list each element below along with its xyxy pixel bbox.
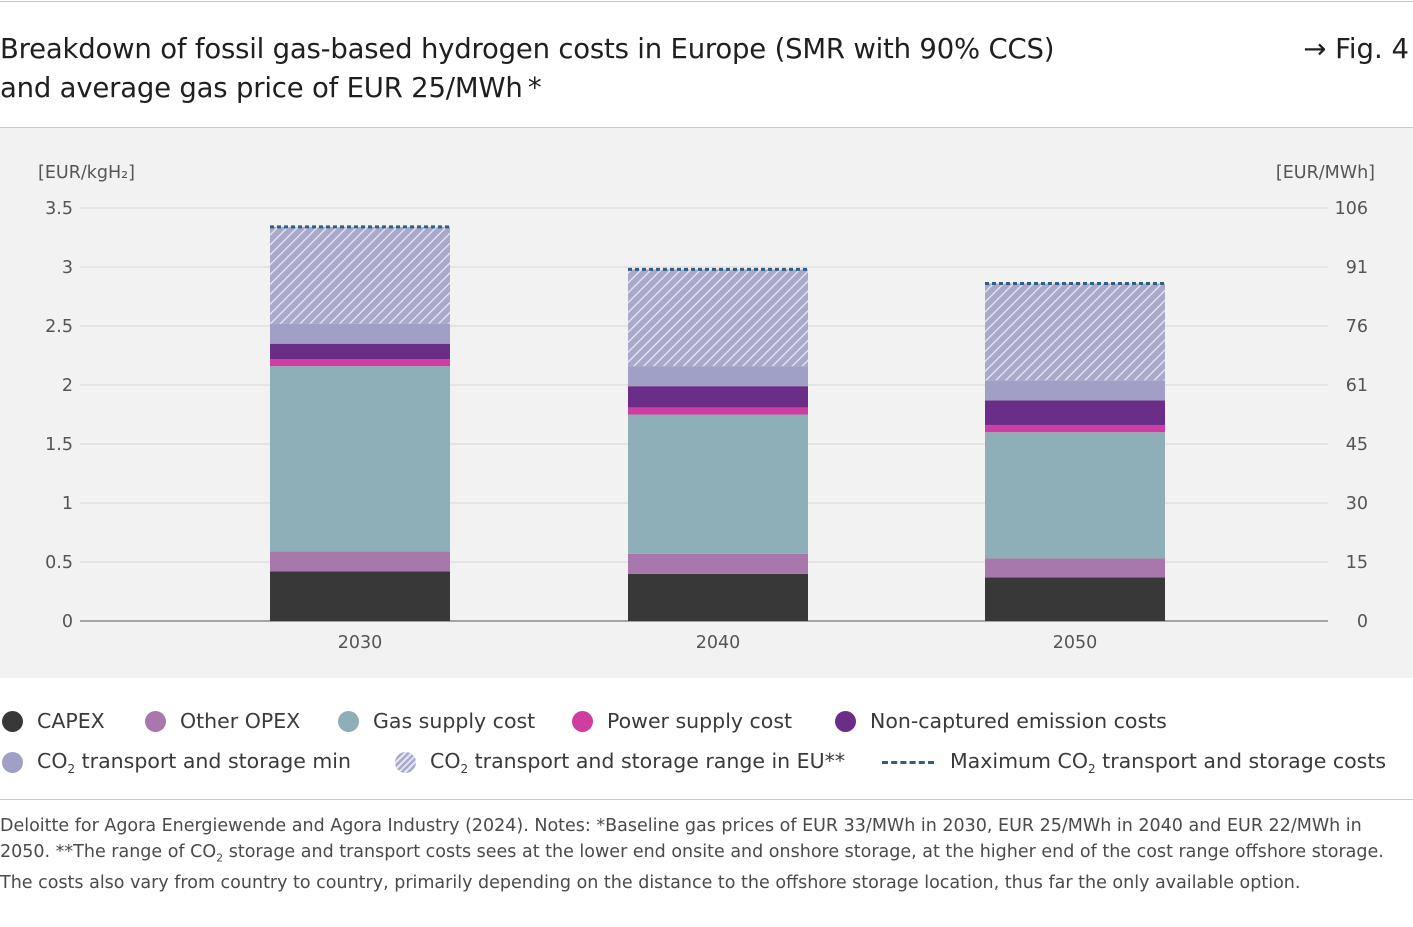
- y-tick-left: 0.5: [45, 553, 73, 573]
- y-tick-right: 15: [1346, 553, 1368, 573]
- y-tick-left: 2.5: [45, 317, 73, 337]
- max-line-swatch: [882, 761, 934, 765]
- bar-segment-other-opex: [985, 558, 1165, 578]
- bar-segment-non-captured: [628, 386, 808, 408]
- y-tick-left: 1.5: [45, 435, 73, 455]
- y-tick-right: 91: [1346, 258, 1368, 278]
- y-tick-right: 61: [1346, 376, 1368, 396]
- legend-label-non-captured: Non-captured emission costs: [870, 709, 1167, 733]
- y-tick-right: 0: [1357, 612, 1368, 632]
- legend-label-max-line: Maximum CO2 transport and storage costs: [950, 749, 1387, 777]
- bar-segment-power-supply: [985, 425, 1165, 433]
- y-tick-left: 1: [62, 494, 73, 514]
- legend-label-capex: CAPEX: [37, 709, 105, 733]
- legend-item-power-supply: Power supply cost: [572, 709, 792, 733]
- bar-segment-non-captured: [985, 400, 1165, 426]
- other-opex-swatch: [145, 710, 166, 732]
- bar-segment-gas-supply: [270, 366, 450, 552]
- capex-swatch: [2, 710, 23, 732]
- legend-item-capex: CAPEX: [2, 709, 105, 733]
- legend-label-power-supply: Power supply cost: [607, 709, 793, 733]
- x-tick-label: 2040: [696, 633, 741, 653]
- bar-segment-co2-range: [985, 283, 1165, 381]
- y-tick-right: 30: [1346, 494, 1368, 514]
- bar-segment-capex: [985, 577, 1165, 621]
- legend-label-co2-min: CO2 transport and storage min: [37, 749, 351, 777]
- y-axis-left-label: [EUR/kgH₂]: [38, 163, 135, 183]
- legend-item-co2-range: CO2 transport and storage range in EU**: [395, 749, 845, 776]
- bar-segment-co2-range: [628, 269, 808, 367]
- y-tick-left: 3: [62, 258, 73, 278]
- stacked-bar-chart: [EUR/kgH₂] [EUR/MWh] 0 0 0.5 15 1 30 1.5 45 2 61 2…: [38, 163, 1375, 653]
- bar-segment-capex: [270, 571, 450, 621]
- top-rule: [0, 1, 1413, 2]
- bar-segment-gas-supply: [628, 414, 808, 554]
- bar-segment-other-opex: [628, 553, 808, 574]
- bar-segment-co2-range: [270, 226, 450, 324]
- gas-supply-swatch: [338, 710, 359, 732]
- power-supply-swatch: [572, 710, 593, 732]
- co2-min-swatch: [2, 752, 23, 774]
- bar-segment-power-supply: [270, 359, 450, 367]
- legend-label-other-opex: Other OPEX: [180, 709, 301, 733]
- bar-segment-capex: [628, 573, 808, 621]
- bar-segment-co2-min: [628, 366, 808, 387]
- y-tick-right: 76: [1346, 317, 1368, 337]
- bar-segment-power-supply: [628, 407, 808, 415]
- legend-item-non-captured: Non-captured emission costs: [835, 709, 1167, 733]
- source-note: Deloitte for Agora Energiewende and Agor…: [0, 816, 1384, 893]
- y-tick-left: 2: [62, 376, 73, 396]
- tick-labels: 0 0 0.5 15 1 30 1.5 45 2 61 2.5 76 3 91 3.5 106 2030 2040…: [45, 199, 1368, 653]
- legend: CAPEX Other OPEX Gas supply cost Power s…: [0, 700, 1413, 790]
- y-tick-right: 45: [1346, 435, 1368, 455]
- y-axis-right-label: [EUR/MWh]: [1276, 163, 1375, 183]
- legend-label-co2-range: CO2 transport and storage range in EU**: [430, 749, 846, 777]
- non-captured-swatch: [835, 710, 856, 732]
- chart-title-line2: and average gas price of EUR 25/MWh *: [0, 72, 542, 104]
- legend-item-max-line: Maximum CO2 transport and storage costs: [882, 749, 1386, 776]
- legend-label-gas-supply: Gas supply cost: [373, 709, 536, 733]
- bar-segment-co2-min: [985, 380, 1165, 401]
- x-tick-label: 2050: [1053, 633, 1098, 653]
- chart-title: Breakdown of fossil gas-based hydrogen c…: [0, 30, 1220, 108]
- co2-range-swatch: [395, 752, 416, 774]
- y-tick-left: 0: [62, 612, 73, 632]
- y-tick-right: 106: [1335, 199, 1368, 219]
- chart-title-line1: Breakdown of fossil gas-based hydrogen c…: [0, 33, 1055, 65]
- bar-segment-co2-min: [270, 323, 450, 344]
- title-rule: [0, 127, 1413, 128]
- bars: [270, 225, 1165, 621]
- figure-reference: → Fig. 4: [1303, 33, 1409, 65]
- legend-item-gas-supply: Gas supply cost: [338, 709, 535, 733]
- bar-segment-gas-supply: [985, 432, 1165, 559]
- x-tick-label: 2030: [338, 633, 383, 653]
- legend-rule: [0, 799, 1413, 800]
- y-tick-left: 3.5: [45, 199, 73, 219]
- legend-item-co2-min: CO2 transport and storage min: [2, 749, 351, 776]
- bar-segment-non-captured: [270, 343, 450, 360]
- legend-item-other-opex: Other OPEX: [145, 709, 300, 733]
- bar-segment-other-opex: [270, 551, 450, 572]
